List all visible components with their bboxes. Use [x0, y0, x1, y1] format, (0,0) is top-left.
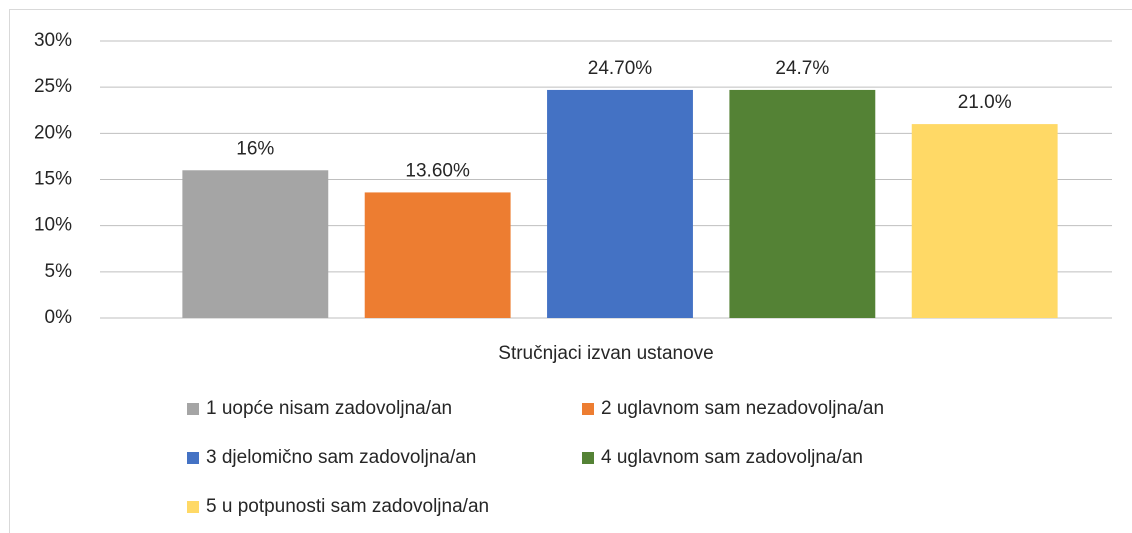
y-tick-label: 30% [34, 30, 72, 51]
y-tick-label: 5% [45, 261, 73, 282]
legend-label: 4 uglavnom sam zadovoljna/an [601, 447, 863, 468]
bar [182, 170, 329, 318]
legend-label: 1 uopće nisam zadovoljna/an [206, 398, 452, 419]
y-tick-label: 20% [34, 122, 72, 143]
y-tick-label: 0% [45, 307, 73, 328]
y-tick-label: 10% [34, 215, 72, 236]
y-tick-label: 15% [34, 169, 72, 190]
legend-label: 2 uglavnom sam nezadovoljna/an [601, 398, 884, 419]
bar [547, 89, 693, 318]
chart-border [9, 9, 1132, 533]
legend-swatch [187, 452, 199, 464]
bar [364, 192, 511, 318]
legend-swatch [582, 452, 594, 464]
legend-label: 5 u potpunosti sam zadovoljna/an [206, 496, 489, 517]
data-label: 24.7% [775, 58, 829, 79]
y-tick-label: 25% [34, 76, 72, 97]
data-label: 13.60% [405, 160, 470, 181]
bar [911, 124, 1058, 318]
data-label: 21.0% [958, 92, 1012, 113]
legend-label: 3 djelomično sam zadovoljna/an [206, 447, 476, 468]
data-label: 24.70% [588, 58, 653, 79]
legend-swatch [187, 403, 199, 415]
x-tick-label: Stručnjaci izvan ustanove [498, 343, 713, 364]
legend-swatch [187, 501, 199, 513]
data-label: 16% [236, 138, 274, 159]
bar [729, 89, 876, 318]
legend-swatch [582, 403, 594, 415]
